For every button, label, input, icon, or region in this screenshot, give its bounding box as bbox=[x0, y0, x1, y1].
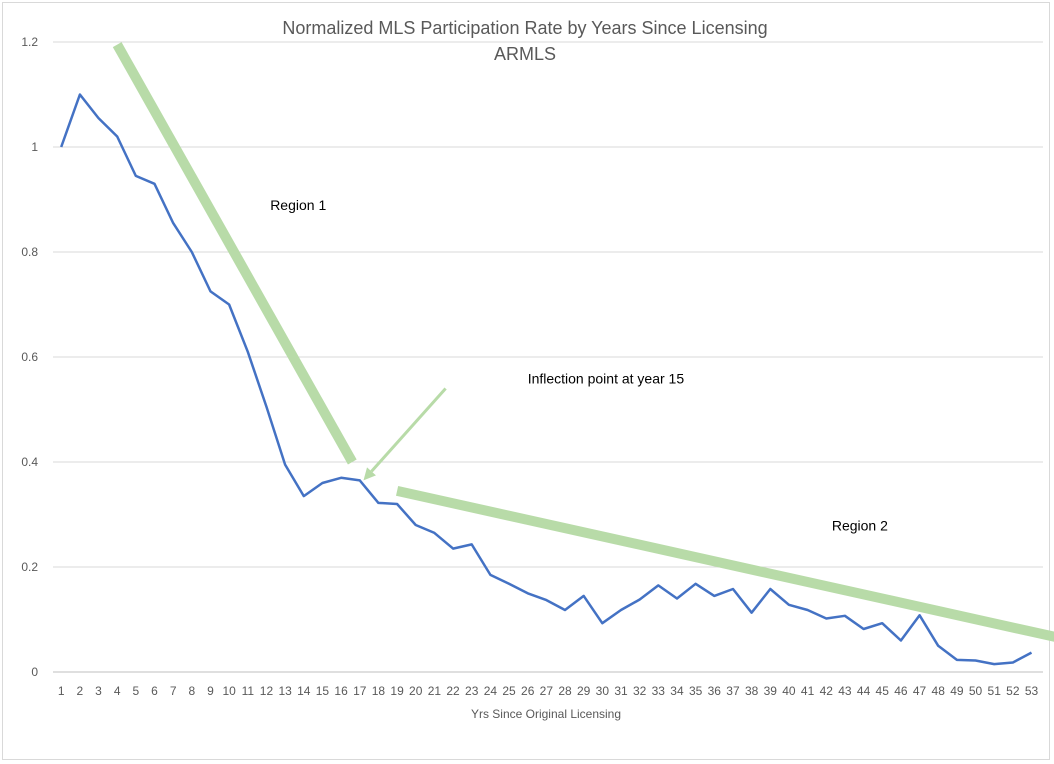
x-tick-label: 32 bbox=[633, 684, 647, 698]
x-tick-label: 26 bbox=[521, 684, 535, 698]
x-tick-label: 17 bbox=[353, 684, 367, 698]
x-tick-label: 11 bbox=[242, 684, 255, 698]
x-axis-ticks: 1 2 3 4 5 6 7 8 9 10 11 12 13 14 15 16 17 18 19 20 21 22 23 24 2… bbox=[58, 684, 1039, 698]
gridlines bbox=[53, 41, 1043, 673]
x-axis-label: Yrs Since Original Licensing bbox=[471, 707, 621, 721]
y-tick-label: 1.2 bbox=[21, 35, 38, 49]
annotation-label: Region 2 bbox=[832, 517, 888, 533]
x-tick-label: 42 bbox=[820, 684, 834, 698]
x-tick-label: 24 bbox=[484, 684, 498, 698]
x-tick-label: 5 bbox=[132, 684, 139, 698]
x-tick-label: 2 bbox=[77, 684, 84, 698]
x-tick-label: 19 bbox=[390, 684, 404, 698]
trend-line bbox=[112, 42, 357, 465]
x-tick-label: 16 bbox=[334, 684, 348, 698]
x-tick-label: 51 bbox=[988, 684, 1002, 698]
trend-lines bbox=[112, 42, 1054, 642]
x-tick-label: 9 bbox=[207, 684, 214, 698]
series-lines bbox=[60, 93, 1033, 666]
x-tick-label: 4 bbox=[114, 684, 121, 698]
x-tick-label: 47 bbox=[913, 684, 927, 698]
x-tick-label: 12 bbox=[260, 684, 274, 698]
x-tick-label: 3 bbox=[95, 684, 102, 698]
x-tick-label: 44 bbox=[857, 684, 871, 698]
x-tick-label: 43 bbox=[838, 684, 852, 698]
x-tick-label: 39 bbox=[764, 684, 778, 698]
x-tick-label: 35 bbox=[689, 684, 703, 698]
y-tick-label: 1 bbox=[31, 140, 38, 154]
inflection-arrow bbox=[370, 387, 447, 473]
x-tick-label: 25 bbox=[502, 684, 516, 698]
y-tick-label: 0.8 bbox=[21, 245, 38, 259]
x-tick-label: 28 bbox=[558, 684, 572, 698]
annotation-label: Region 1 bbox=[270, 197, 326, 213]
x-tick-label: 41 bbox=[801, 684, 815, 698]
inflection-arrow-head bbox=[363, 467, 376, 481]
y-tick-label: 0.2 bbox=[21, 560, 38, 574]
trend-line bbox=[395, 485, 1054, 642]
x-tick-label: 46 bbox=[894, 684, 908, 698]
x-tick-label: 48 bbox=[932, 684, 946, 698]
series-line bbox=[60, 93, 1033, 666]
x-tick-label: 20 bbox=[409, 684, 423, 698]
x-tick-label: 29 bbox=[577, 684, 591, 698]
x-tick-label: 30 bbox=[596, 684, 610, 698]
x-tick-label: 23 bbox=[465, 684, 479, 698]
x-tick-label: 31 bbox=[614, 684, 628, 698]
chart-subtitle: ARMLS bbox=[494, 44, 556, 64]
y-tick-label: 0 bbox=[31, 665, 38, 679]
x-tick-label: 53 bbox=[1025, 684, 1039, 698]
x-tick-label: 50 bbox=[969, 684, 983, 698]
x-tick-label: 37 bbox=[726, 684, 740, 698]
x-tick-label: 8 bbox=[188, 684, 195, 698]
x-tick-label: 27 bbox=[540, 684, 554, 698]
x-tick-label: 36 bbox=[708, 684, 722, 698]
x-tick-label: 45 bbox=[876, 684, 890, 698]
x-tick-label: 15 bbox=[316, 684, 330, 698]
chart-title: Normalized MLS Participation Rate by Yea… bbox=[282, 18, 767, 38]
y-axis-ticks: 0 0.2 0.4 0.6 0.8 1 1.2 bbox=[21, 35, 38, 679]
x-tick-label: 33 bbox=[652, 684, 666, 698]
x-tick-label: 49 bbox=[950, 684, 964, 698]
x-tick-label: 52 bbox=[1006, 684, 1020, 698]
x-tick-label: 18 bbox=[372, 684, 386, 698]
annotations: Region 1 Inflection point at year 15 Regio… bbox=[270, 197, 888, 533]
y-tick-label: 0.6 bbox=[21, 350, 38, 364]
x-tick-label: 22 bbox=[446, 684, 460, 698]
x-tick-label: 10 bbox=[222, 684, 236, 698]
x-tick-label: 21 bbox=[428, 684, 442, 698]
x-tick-label: 13 bbox=[278, 684, 292, 698]
annotation-label: Inflection point at year 15 bbox=[528, 370, 685, 386]
x-tick-label: 7 bbox=[170, 684, 177, 698]
y-tick-label: 0.4 bbox=[21, 455, 38, 469]
x-tick-label: 14 bbox=[297, 684, 311, 698]
x-tick-label: 38 bbox=[745, 684, 759, 698]
x-tick-label: 6 bbox=[151, 684, 158, 698]
x-tick-label: 40 bbox=[782, 684, 796, 698]
x-tick-label: 1 bbox=[58, 684, 65, 698]
x-tick-label: 34 bbox=[670, 684, 684, 698]
